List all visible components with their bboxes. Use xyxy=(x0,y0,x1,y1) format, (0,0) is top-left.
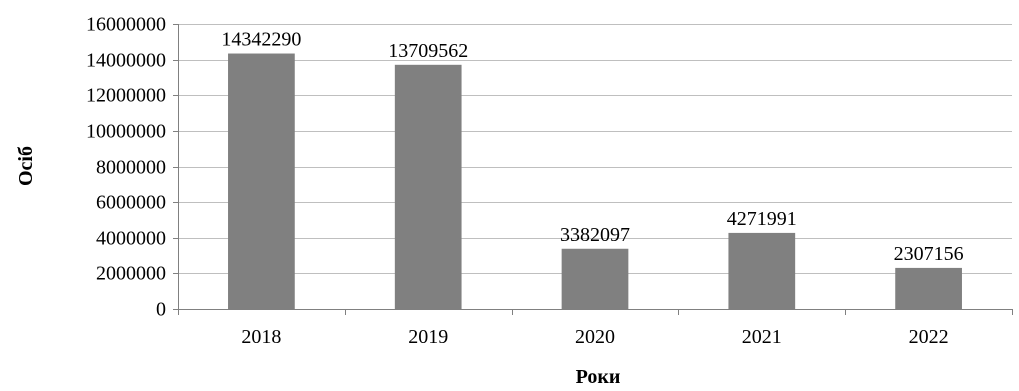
y-tick-label: 6000000 xyxy=(96,192,166,214)
y-tick-label: 8000000 xyxy=(96,157,166,179)
gridlines xyxy=(178,24,1012,274)
bar-2019 xyxy=(394,64,462,309)
bar-2020 xyxy=(561,248,629,309)
y-tick-label: 2000000 xyxy=(96,263,166,285)
y-tick-label: 10000000 xyxy=(86,121,166,143)
y-tick-label: 4000000 xyxy=(96,228,166,250)
x-tick-label-2022: 2022 xyxy=(909,326,949,348)
x-tick-label-2019: 2019 xyxy=(408,326,448,348)
y-axis-title: Осіб xyxy=(15,146,37,186)
data-label-2022: 2307156 xyxy=(894,243,964,265)
x-tick-label-2020: 2020 xyxy=(575,326,615,348)
bar-2022 xyxy=(895,267,962,309)
y-tick-label: 0 xyxy=(156,299,166,321)
x-tick-label-2018: 2018 xyxy=(241,326,281,348)
bar-2018 xyxy=(228,53,295,310)
data-label-2018: 14342290 xyxy=(221,29,301,51)
data-label-2021: 4271991 xyxy=(727,208,797,230)
x-tick-label-2021: 2021 xyxy=(742,326,782,348)
data-label-2020: 3382097 xyxy=(560,224,630,246)
labels: 0 2000000 4000000 6000000 8000000 10000000 120… xyxy=(86,14,964,349)
axes xyxy=(173,24,1013,315)
y-tick-label: 12000000 xyxy=(86,85,166,107)
data-label-2019: 13709562 xyxy=(388,40,468,62)
y-tick-label: 16000000 xyxy=(86,14,166,36)
bars xyxy=(228,53,962,310)
bar-2021 xyxy=(728,232,796,309)
y-tick-label: 14000000 xyxy=(86,50,166,72)
x-axis-title: Роки xyxy=(576,366,621,388)
